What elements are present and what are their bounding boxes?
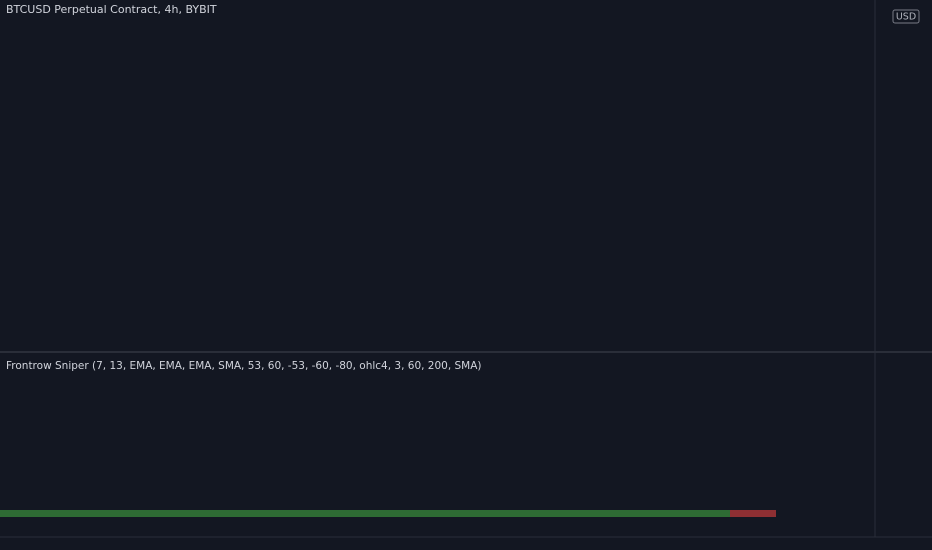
signal-strip-end <box>730 510 776 517</box>
currency-label[interactable]: USD <box>896 12 916 23</box>
signal-strip <box>0 510 730 517</box>
currency-box[interactable] <box>892 9 920 24</box>
indicator-title: Frontrow Sniper (7, 13, EMA, EMA, EMA, S… <box>6 360 482 372</box>
chart-title: BTCUSD Perpetual Contract, 4h, BYBIT <box>6 3 217 16</box>
